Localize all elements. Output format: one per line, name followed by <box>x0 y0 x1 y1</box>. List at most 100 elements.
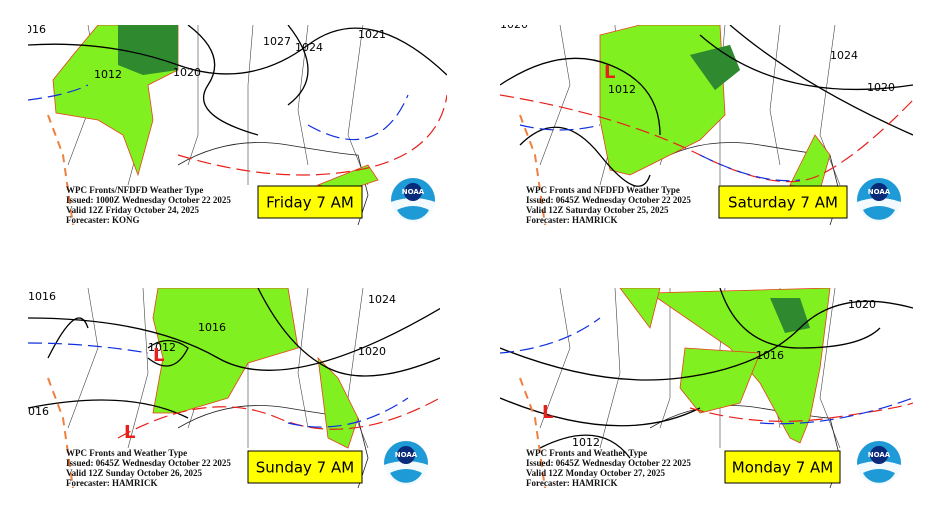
noaa-logo-bird <box>397 446 415 464</box>
state-border <box>297 288 309 429</box>
isobar <box>47 317 89 359</box>
pressure-label: 1012 <box>94 68 122 81</box>
low-marker: L <box>124 422 135 443</box>
time-label-box <box>247 450 363 484</box>
time-label: Monday 7 AM <box>732 459 834 477</box>
pressure-label: 1020 <box>358 345 386 358</box>
trough <box>47 377 74 488</box>
time-label: Friday 7 AM <box>266 194 354 212</box>
isobar <box>500 57 661 136</box>
caption-line: Issued: 0645Z Wednesday October 22 2025 <box>526 195 691 205</box>
front <box>500 317 601 354</box>
time-label: Saturday 7 AM <box>728 194 838 212</box>
pressure-label: 1012 <box>608 83 636 96</box>
precip-area <box>619 288 661 329</box>
pressure-label: 016 <box>28 405 49 418</box>
state-border <box>67 288 99 429</box>
caption-line: WPC Fronts/NFDFD Weather Type <box>66 185 203 195</box>
pressure-label: 1012 <box>148 341 176 354</box>
pressure-label: 1021 <box>358 28 386 41</box>
front <box>287 397 409 428</box>
pressure-label: 1027 <box>263 35 291 48</box>
isobar <box>719 288 881 349</box>
noaa-logo-text: NOAA <box>868 451 891 459</box>
pressure-label: 1016 <box>28 290 56 303</box>
coastline <box>177 142 369 225</box>
front <box>689 402 913 422</box>
precip-area <box>679 347 761 414</box>
front <box>519 124 601 131</box>
front <box>699 154 801 182</box>
caption-line: Issued: 0645Z Wednesday October 22 2025 <box>526 458 691 468</box>
isobar <box>539 434 631 459</box>
caption-line: Forecaster: HAMRICK <box>526 215 618 225</box>
heavy-precip <box>118 25 178 75</box>
pressure-label: 1012 <box>572 436 600 449</box>
noaa-logo-text: NOAA <box>395 451 418 459</box>
state-border <box>599 288 621 449</box>
front <box>759 397 913 425</box>
isobar <box>28 307 440 371</box>
isobar <box>500 300 913 381</box>
isobar <box>147 339 189 367</box>
pressure-label: 1020 <box>173 66 201 79</box>
map-panel: 1020 1012 1024 1020 L WPC Fronts and NFDFD We… <box>500 25 913 225</box>
coastline <box>649 405 841 488</box>
state-border <box>247 25 254 185</box>
noaa-logo-sea <box>863 206 895 220</box>
precip-area <box>317 356 359 449</box>
precip-area <box>152 288 299 414</box>
isobar <box>257 288 440 377</box>
time-label-box <box>718 185 848 219</box>
map-area: 1016 1012 1020 1027 1024 1021 <box>18 23 447 225</box>
pressure-label: 1024 <box>830 49 858 62</box>
caption-line: Forecaster: HAMRICK <box>66 478 158 488</box>
heavy-precip <box>690 45 740 90</box>
isobar <box>729 25 913 136</box>
pressure-label: 1020 <box>867 81 895 94</box>
trough <box>47 114 74 225</box>
isobar <box>28 399 189 419</box>
heavy-precip <box>770 298 810 333</box>
trough <box>519 377 546 488</box>
precip-area <box>599 25 726 176</box>
time-label: Sunday 7 AM <box>256 459 354 477</box>
pressure-label: 1016 <box>198 321 226 334</box>
state-border <box>127 288 149 449</box>
pressure-label: 1016 <box>18 23 46 36</box>
front <box>177 94 447 176</box>
noaa-logo-sea <box>390 469 422 483</box>
state-border <box>347 25 369 186</box>
front <box>28 342 149 354</box>
isobar <box>500 397 701 427</box>
caption-line: WPC Fronts and NFDFD Weather Type <box>526 185 680 195</box>
state-border <box>187 25 199 166</box>
isobar <box>699 34 913 91</box>
low-marker: L <box>542 402 553 423</box>
map-area: 1020 1016 1012 L <box>500 288 913 488</box>
isobar <box>187 25 259 136</box>
caption-line: WPC Fronts and Weather Type <box>526 448 647 458</box>
caption-line: Issued: 1000Z Wednesday October 22 2025 <box>66 195 231 205</box>
low-marker: L <box>604 62 615 83</box>
map-panel: 1016 1016 1012 1024 1020 016 L L WPC Fronts and … <box>28 288 440 488</box>
map-area: 1016 1016 1012 1024 1020 016 L L <box>28 288 440 488</box>
caption-line: WPC Fronts and Weather Type <box>66 448 187 458</box>
state-border <box>539 25 571 166</box>
pressure-label: 1020 <box>848 298 876 311</box>
state-border <box>769 25 781 166</box>
caption-line: Valid 12Z Sunday October 26, 2025 <box>66 468 203 478</box>
state-border <box>659 288 671 429</box>
caption-line: Valid 12Z Saturday October 25, 2025 <box>526 205 669 215</box>
low-marker: L <box>153 345 164 366</box>
caption-line: Valid 12Z Monday October 27, 2025 <box>526 468 666 478</box>
isobar <box>28 27 447 76</box>
caption-line: Forecaster: KONG <box>66 215 140 225</box>
state-border <box>539 288 571 429</box>
noaa-logo-text: NOAA <box>402 188 425 196</box>
noaa-logo-text: NOAA <box>868 188 891 196</box>
trough <box>519 114 546 225</box>
map-area: 1020 1012 1024 1020 L <box>500 25 913 225</box>
